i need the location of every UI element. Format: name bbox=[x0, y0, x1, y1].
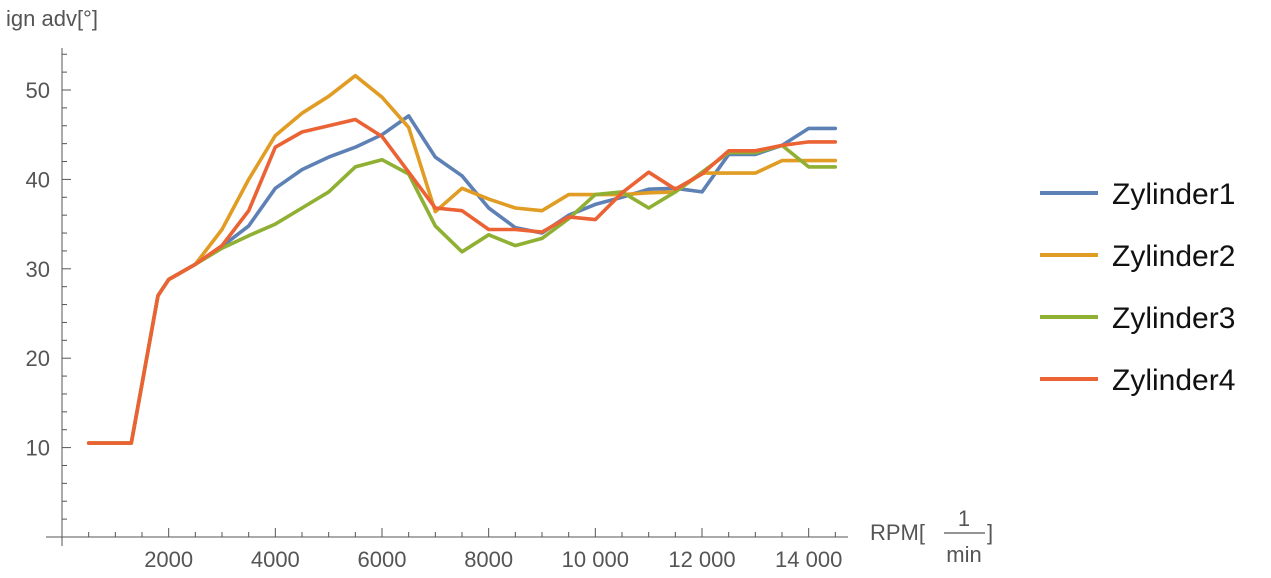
x-tick-label: 12 000 bbox=[668, 547, 735, 572]
y-ticks: 10 20 30 40 50 bbox=[26, 53, 71, 520]
x-axis-label-prefix: RPM[ bbox=[870, 520, 925, 545]
x-axis-label-suffix: ] bbox=[987, 520, 993, 545]
legend-label-zylinder2: Zylinder2 bbox=[1112, 240, 1235, 273]
y-axis-label: ign adv[°] bbox=[6, 6, 98, 31]
x-ticks: 2000 4000 6000 8000 10 000 12 000 14 000 bbox=[88, 528, 842, 572]
series-line-zylinder4 bbox=[86, 117, 838, 445]
y-tick-label: 40 bbox=[26, 167, 50, 192]
y-tick-label: 10 bbox=[26, 436, 50, 461]
legend-label-zylinder3: Zylinder3 bbox=[1112, 302, 1235, 335]
y-tick-label: 50 bbox=[26, 78, 50, 103]
x-tick-label: 2000 bbox=[144, 547, 193, 572]
legend: Zylinder1 Zylinder2 Zylinder3 Zylinder4 bbox=[1040, 178, 1235, 397]
x-axis-label-numerator: 1 bbox=[958, 506, 970, 531]
legend-label-zylinder1: Zylinder1 bbox=[1112, 178, 1235, 211]
x-tick-label: 8000 bbox=[464, 547, 513, 572]
x-axis-label-denominator: min bbox=[946, 542, 981, 567]
series-line-zylinder1 bbox=[86, 114, 838, 445]
series-lines bbox=[86, 73, 838, 445]
legend-label-zylinder4: Zylinder4 bbox=[1112, 364, 1235, 397]
x-tick-label: 6000 bbox=[358, 547, 407, 572]
y-tick-label: 20 bbox=[26, 346, 50, 371]
x-axis-label: RPM[ 1 min ] bbox=[870, 506, 993, 567]
x-tick-label: 10 000 bbox=[562, 547, 629, 572]
x-tick-label: 4000 bbox=[251, 547, 300, 572]
y-tick-label: 30 bbox=[26, 257, 50, 282]
x-tick-label: 14 000 bbox=[775, 547, 842, 572]
